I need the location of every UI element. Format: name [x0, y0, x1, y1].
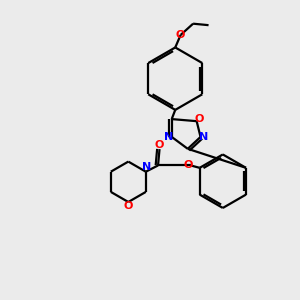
Text: N: N — [200, 132, 209, 142]
Text: N: N — [164, 132, 173, 142]
Text: O: O — [155, 140, 164, 150]
Text: O: O — [184, 160, 193, 170]
Text: O: O — [124, 202, 133, 212]
Text: O: O — [176, 30, 185, 40]
Text: N: N — [142, 162, 151, 172]
Text: O: O — [195, 114, 204, 124]
